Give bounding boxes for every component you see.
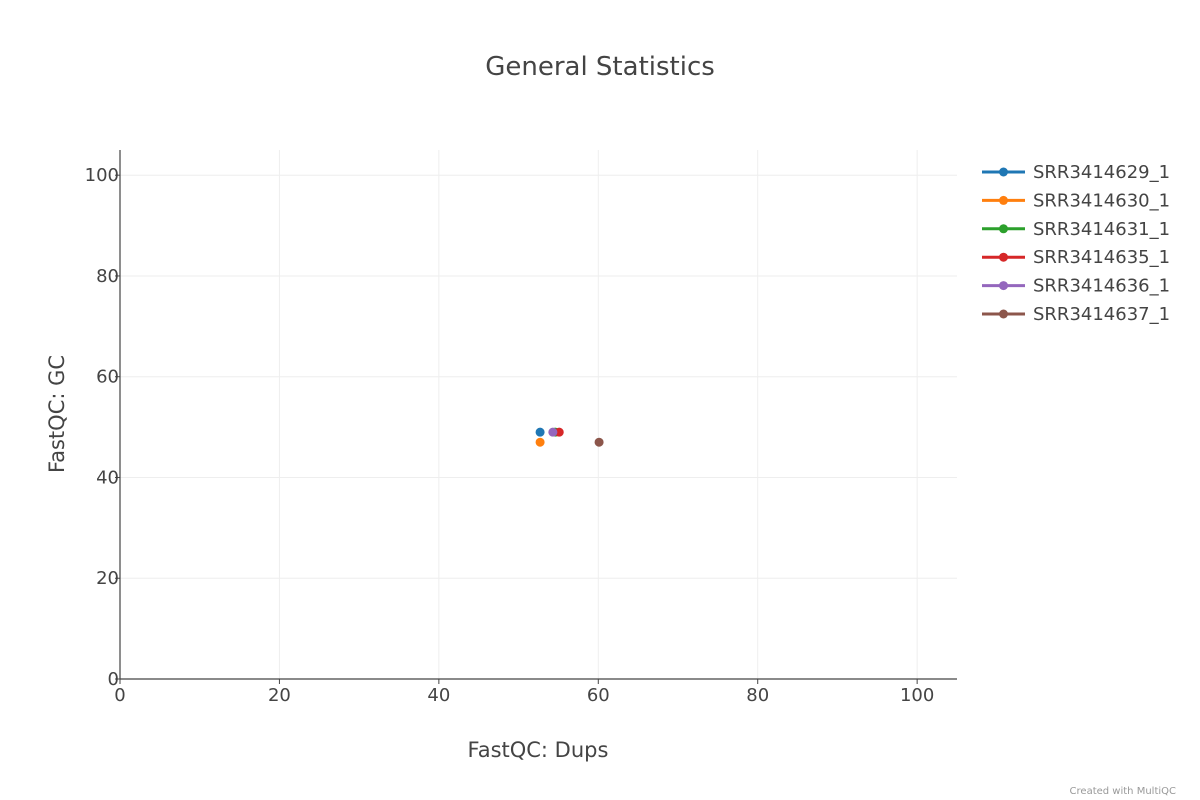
y-tick-label: 100: [85, 165, 119, 186]
legend-item: SRR3414631_1: [982, 219, 1170, 240]
x-tick-label: 100: [900, 685, 934, 706]
y-tick-label: 0: [108, 669, 119, 690]
y-axis-title: FastQC: GC: [45, 355, 69, 473]
data-points: [535, 427, 604, 447]
data-point: [554, 427, 564, 437]
legend-label: SRR3414631_1: [1033, 219, 1170, 240]
legend-label: SRR3414629_1: [1033, 162, 1170, 183]
legend-marker: [999, 252, 1008, 262]
legend-label: SRR3414635_1: [1033, 247, 1170, 268]
x-tick-label: 60: [587, 685, 610, 706]
data-point: [535, 437, 545, 447]
grid-lines: [120, 150, 957, 679]
x-tick-label: 0: [114, 685, 125, 706]
axes: 0 20 40 60 80 100 0 20 40 60 80 100: [85, 150, 957, 706]
legend-item: SRR3414629_1: [982, 162, 1170, 183]
y-tick-label: 20: [96, 568, 119, 589]
x-tick-label: 40: [427, 685, 450, 706]
legend-marker: [999, 309, 1008, 319]
x-tick-label: 80: [746, 685, 769, 706]
legend-marker: [999, 224, 1008, 234]
x-tick-label: 20: [268, 685, 291, 706]
credit-text: Created with MultiQC: [1070, 786, 1176, 797]
data-point: [594, 437, 604, 447]
y-tick-label: 80: [96, 266, 119, 287]
legend: SRR3414629_1 SRR3414630_1 SRR3414631_1 SRR3…: [982, 162, 1170, 325]
legend-marker: [999, 195, 1008, 205]
legend-item: SRR3414630_1: [982, 190, 1170, 211]
data-point: [535, 427, 545, 437]
legend-item: SRR3414635_1: [982, 247, 1170, 268]
legend-label: SRR3414636_1: [1033, 276, 1170, 297]
legend-item: SRR3414637_1: [982, 304, 1170, 325]
chart-title: General Statistics: [485, 52, 715, 82]
y-tick-label: 40: [96, 467, 119, 488]
x-axis-title: FastQC: Dups: [468, 738, 609, 762]
data-point: [548, 427, 558, 437]
legend-marker: [999, 281, 1008, 291]
legend-label: SRR3414630_1: [1033, 190, 1170, 211]
legend-marker: [999, 167, 1008, 177]
legend-item: SRR3414636_1: [982, 276, 1170, 297]
y-tick-label: 60: [96, 367, 119, 388]
legend-label: SRR3414637_1: [1033, 304, 1170, 325]
